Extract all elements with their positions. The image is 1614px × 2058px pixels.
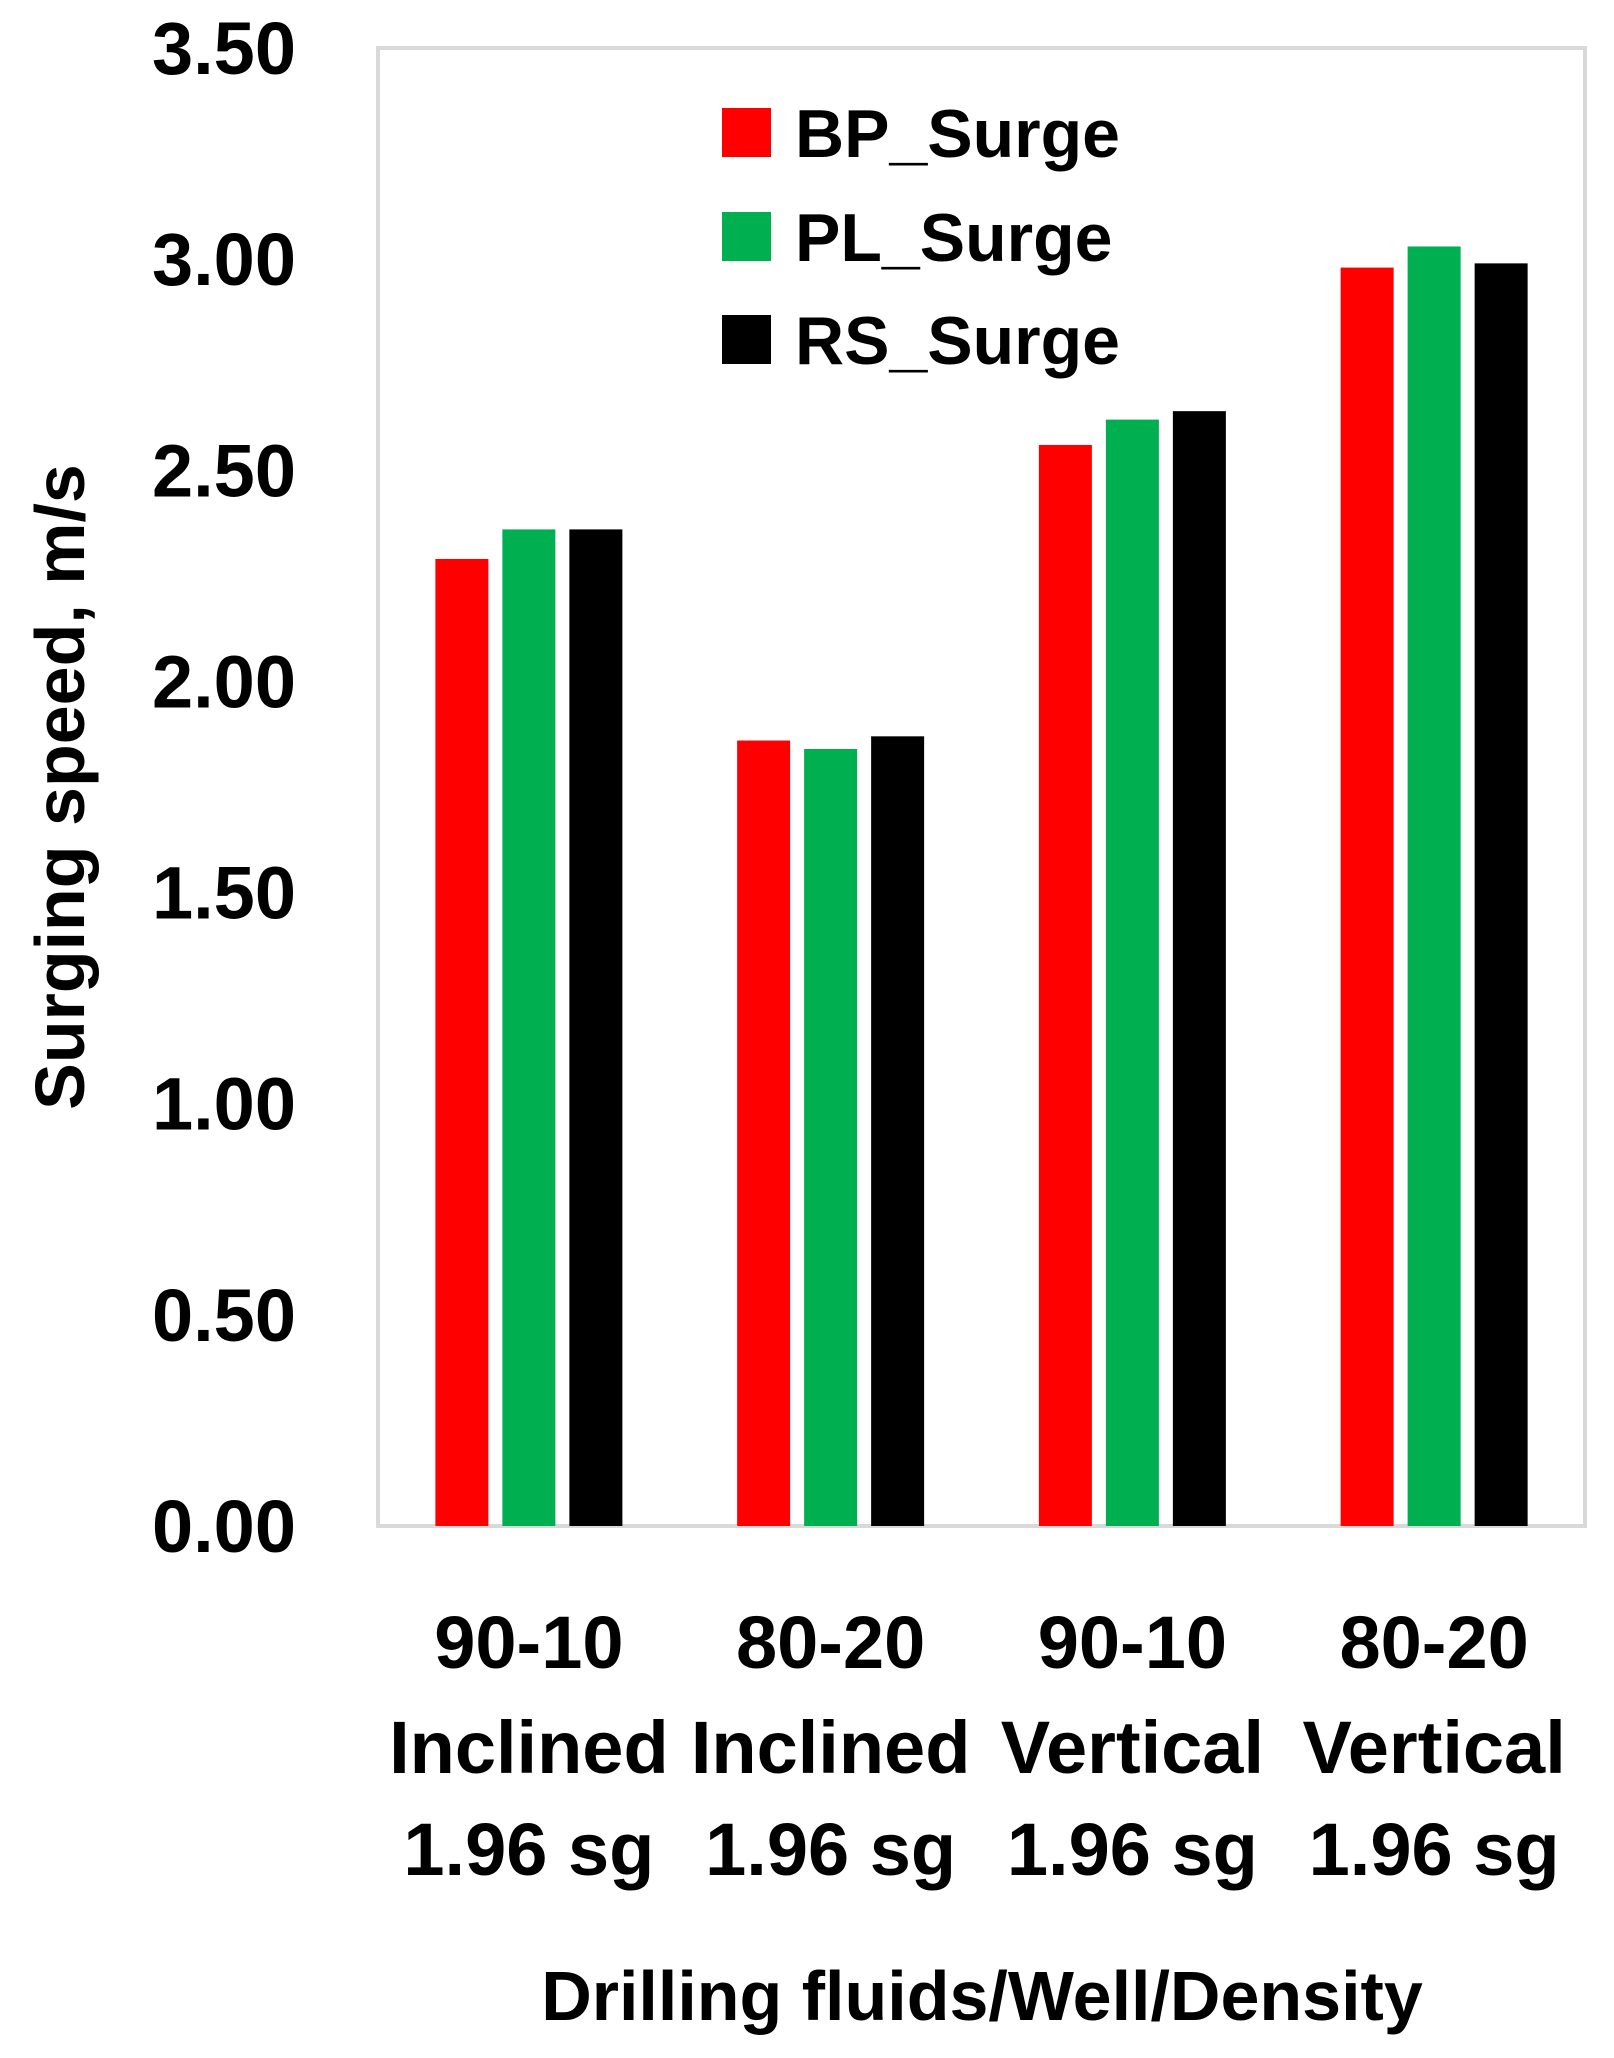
y-tick-label: 1.50 <box>152 852 296 935</box>
y-tick-label: 3.00 <box>152 218 296 301</box>
x-category-label: Vertical <box>1001 1706 1264 1789</box>
x-category-label: Inclined <box>389 1706 669 1789</box>
legend: BP_Surge PL_Surge RS_Surge <box>722 96 1120 379</box>
y-tick-label: 3.50 <box>152 7 296 90</box>
y-tick-label: 0.00 <box>152 1485 296 1568</box>
legend-swatch-pl-surge <box>722 212 771 261</box>
y-tick-label: 1.00 <box>152 1063 296 1146</box>
x-category-label: 80-20 <box>1339 1601 1528 1684</box>
x-category-label: 80-20 <box>736 1601 925 1684</box>
bar-pl-surge-cat3 <box>1105 419 1159 1526</box>
x-category-label: 90-10 <box>434 1601 623 1684</box>
bar-pl-surge-cat4 <box>1407 246 1461 1527</box>
y-tick-label: 2.00 <box>152 640 296 723</box>
bar-bp-surge-cat2 <box>737 740 791 1526</box>
x-category-label: 1.96 sg <box>403 1808 654 1891</box>
bar-pl-surge-cat2 <box>804 748 858 1526</box>
bar-rs-surge-cat2 <box>871 736 925 1526</box>
y-tick-label: 2.50 <box>152 429 296 512</box>
bar-bp-surge-cat1 <box>435 558 489 1526</box>
legend-swatch-bp-surge <box>722 108 771 157</box>
x-category-label: Inclined <box>691 1706 971 1789</box>
x-category-label: 1.96 sg <box>705 1808 956 1891</box>
bar-bp-surge-cat3 <box>1038 444 1092 1526</box>
x-category-label: 90-10 <box>1038 1601 1227 1684</box>
x-category-label: 1.96 sg <box>1007 1808 1258 1891</box>
y-axis-ticks: 0.00 0.50 1.00 1.50 2.00 2.50 3.00 3.50 <box>152 7 296 1568</box>
legend-swatch-rs-surge <box>722 315 771 364</box>
legend-label-pl-surge: PL_Surge <box>795 200 1112 276</box>
bar-pl-surge-cat1 <box>502 529 556 1526</box>
legend-label-bp-surge: BP_Surge <box>795 96 1120 172</box>
bar-rs-surge-cat3 <box>1172 411 1226 1526</box>
bar-rs-surge-cat1 <box>569 529 623 1526</box>
x-category-label: 1.96 sg <box>1309 1808 1560 1891</box>
x-category-label: Vertical <box>1302 1706 1565 1789</box>
bars-layer <box>435 246 1528 1527</box>
legend-label-rs-surge: RS_Surge <box>795 303 1120 379</box>
x-axis-title: Drilling fluids/Well/Density <box>541 1957 1423 2035</box>
x-axis-categories: 90-10 Inclined 1.96 sg 80-20 Inclined 1.96 sg… <box>389 1601 1566 1891</box>
bar-bp-surge-cat4 <box>1340 267 1394 1526</box>
bar-rs-surge-cat4 <box>1474 263 1528 1526</box>
y-axis-title: Surging speed, m/s <box>21 464 99 1110</box>
y-tick-label: 0.50 <box>152 1274 296 1357</box>
